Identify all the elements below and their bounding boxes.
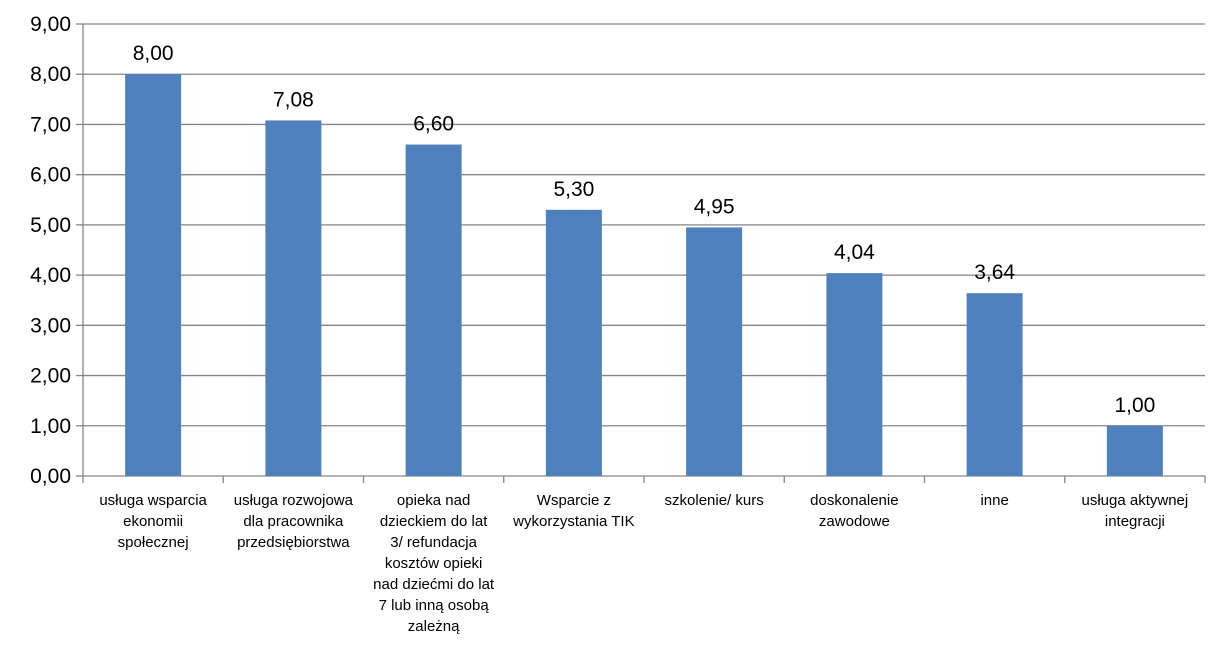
x-category-label-line: zależną: [408, 618, 460, 635]
x-category-label: usługa rozwojowa dla pracownika przedsiębi…: [234, 492, 354, 551]
data-label: 5,30: [553, 178, 594, 201]
y-tick-label: 9,00: [30, 13, 71, 36]
bar: [826, 273, 883, 476]
data-label: 4,04: [834, 241, 875, 264]
x-category-label: opieka nad dzieckiem do lat 3/ refundacja k…: [373, 492, 495, 635]
bar: [686, 227, 743, 476]
y-tick-label: 4,00: [30, 264, 71, 287]
x-category-label: usługa aktywnej integracji: [1082, 492, 1189, 530]
data-label: 6,60: [413, 113, 454, 136]
x-category-label-line: usługa aktywnej: [1082, 492, 1189, 509]
x-category-label-line: usługa rozwojowa: [234, 492, 354, 509]
bar: [265, 120, 322, 476]
y-tick-label: 1,00: [30, 415, 71, 438]
x-category-label-line: inne: [980, 492, 1008, 509]
data-label: 8,00: [133, 42, 174, 65]
x-category-label-line: 7 lub inną osobą: [379, 597, 490, 614]
x-category-label-line: usługa wsparcia: [99, 492, 207, 509]
bar: [405, 144, 462, 477]
x-category-label-line: opieka nad: [397, 492, 470, 509]
x-category-label-line: Wsparcie z: [537, 492, 611, 509]
x-category-label-line: wykorzystania TIK: [512, 513, 634, 530]
data-label: 7,08: [273, 88, 314, 111]
data-label: 4,95: [694, 195, 735, 218]
data-label: 1,00: [1114, 394, 1155, 417]
x-category-label-line: nad dziećmi do lat: [373, 576, 495, 593]
data-label: 3,64: [974, 261, 1015, 284]
x-category-label-line: zawodowe: [819, 513, 890, 530]
x-category-label: szkolenie/ kurs: [665, 492, 764, 509]
bar: [545, 209, 602, 477]
x-category-label-line: kosztów opieki: [385, 555, 483, 572]
x-category-label-line: ekonomii: [123, 513, 183, 530]
x-category-label: inne: [980, 492, 1008, 509]
y-tick-label: 0,00: [30, 465, 71, 488]
x-category-label-line: doskonalenie: [810, 492, 898, 509]
bar: [966, 293, 1023, 476]
x-category-label: Wsparcie z wykorzystania TIK: [512, 492, 634, 530]
y-tick-label: 7,00: [30, 113, 71, 136]
y-tick-label: 3,00: [30, 314, 71, 337]
x-category-label: usługa wsparcia ekonomii społecznej: [99, 492, 207, 551]
x-category-label-line: szkolenie/ kurs: [665, 492, 764, 509]
bar: [125, 74, 182, 476]
x-category-label: doskonalenie zawodowe: [810, 492, 898, 530]
x-category-label-line: 3/ refundacja: [390, 534, 477, 551]
y-tick-label: 5,00: [30, 214, 71, 237]
y-tick-label: 8,00: [30, 63, 71, 86]
y-tick-label: 2,00: [30, 365, 71, 388]
x-category-label-line: dla pracownika: [243, 513, 344, 530]
x-category-label-line: społecznej: [118, 534, 189, 551]
x-category-label-line: dzieckiem do lat: [380, 513, 488, 530]
x-category-label-line: integracji: [1105, 513, 1165, 530]
x-category-label-line: przedsiębiorstwa: [237, 534, 350, 551]
y-tick-label: 6,00: [30, 164, 71, 187]
bar: [1106, 425, 1163, 476]
